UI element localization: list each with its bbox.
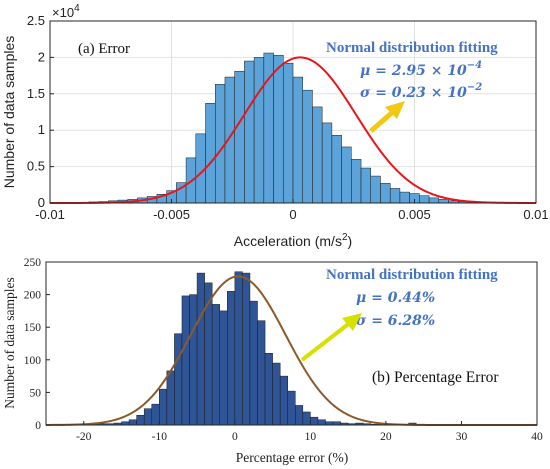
x-tick-label: 40 [531, 431, 543, 443]
histogram-bar [273, 54, 284, 204]
y-tick-label: 0.5 [27, 159, 45, 174]
histogram-bar [174, 333, 183, 426]
panel-b-mu: μ = 0.44% [356, 290, 435, 306]
histogram-bar [351, 159, 362, 204]
histogram-bar [224, 76, 235, 204]
x-tick-label: 10 [305, 431, 317, 443]
histogram-bar [279, 375, 288, 426]
histogram-bar [399, 191, 410, 204]
histogram-bar [234, 271, 243, 426]
y-tick-label: 2.5 [27, 13, 45, 28]
panel-a-label: (a) Error [78, 41, 130, 57]
panel-b-x-ticks: -20 -10 0 10 20 30 40 [76, 421, 543, 443]
histogram-bar [219, 310, 228, 426]
histogram-bar [428, 197, 440, 204]
histogram-bar [242, 272, 251, 426]
x-tick-label: 0 [289, 207, 296, 222]
panel-b-label: (b) Percentage Error [372, 369, 499, 386]
histogram-bar [249, 300, 258, 426]
y-tick-label: 2 [38, 49, 45, 64]
y-tick-label: 250 [24, 257, 42, 269]
histogram-bar [143, 408, 153, 426]
histogram-bar [244, 60, 255, 204]
panel-b-x-axis-label: Percentage error (%) [236, 450, 348, 465]
panel-b-y-ticks: 0 50 100 150 200 250 [24, 257, 50, 432]
x-tick-label: -10 [152, 431, 168, 443]
histogram-bar [380, 183, 391, 204]
histogram-bar [166, 370, 175, 426]
histogram-bar [264, 353, 273, 426]
histogram-bar [341, 146, 352, 204]
panel-a-y-axis-label: Number of data samples [1, 36, 17, 189]
y-tick-label: 1 [38, 122, 45, 137]
histogram-bar [321, 122, 333, 204]
histogram-bar [310, 416, 319, 426]
panel-a-x-axis-label: Acceleration (m/s2) [234, 232, 352, 249]
panel-b-y-axis-label: Number of data samples [2, 277, 17, 409]
panel-a-y-ticks: 0 0.5 1 1.5 2 2.5 [27, 13, 54, 210]
histogram-bar [302, 89, 313, 204]
histogram-bar [128, 419, 137, 426]
histogram-bar [331, 135, 342, 204]
panel-a-fit-curve [50, 56, 536, 204]
histogram-bar [370, 175, 381, 204]
histogram-bar [136, 414, 145, 426]
histogram-bar [292, 76, 303, 204]
histogram-bar [234, 70, 245, 204]
panel-b-arrow [300, 313, 362, 362]
panel-a-mu: μ = 2.95 × 10−4 [360, 60, 482, 79]
panel-b-plot-border [45, 261, 538, 426]
histogram-bar [389, 188, 401, 204]
x-tick-label: -20 [76, 431, 92, 443]
histogram-bar [211, 304, 220, 426]
histogram-bar [189, 294, 198, 426]
histogram-bar [205, 103, 216, 204]
histogram-bar [253, 57, 265, 204]
panel-a-x-ticks: -0.01 -0.005 0 0.005 0.01 [35, 199, 549, 222]
panel-b-chart: -20 -10 0 10 20 30 40 0 50 100 150 200 250 Percenta… [2, 257, 543, 465]
panel-a-fit-title: Normal distribution fitting [326, 40, 498, 56]
y-tick-label: 150 [24, 322, 42, 334]
histogram-bar [419, 195, 430, 204]
histogram-bar [214, 84, 226, 204]
panel-a-sigma: σ = 0.23 × 10−2 [360, 82, 482, 101]
x-tick-label: 0.01 [523, 207, 548, 222]
histogram-bar [283, 62, 294, 204]
histogram-bar [159, 388, 168, 426]
panel-b-sigma: σ = 6.28% [356, 313, 435, 329]
histogram-bar [317, 419, 326, 426]
histogram-bar [151, 403, 160, 426]
y-tick-label: 0 [38, 195, 45, 210]
y-tick-label: 0 [35, 420, 41, 432]
x-tick-label: 0 [232, 431, 238, 443]
histogram-bar [196, 272, 205, 426]
panel-a-bars [69, 52, 508, 204]
panel-b-fit-title: Normal distribution fitting [326, 267, 498, 283]
y-tick-label: 50 [30, 387, 42, 399]
histogram-bar [272, 362, 281, 426]
histogram-bar [360, 167, 372, 204]
x-tick-label: 0.005 [398, 207, 431, 222]
histogram-bar [295, 405, 304, 426]
histogram-bar [438, 199, 449, 204]
y-tick-label: 200 [24, 290, 42, 302]
histogram-bar [257, 320, 266, 426]
histogram-bar [227, 291, 236, 426]
x-tick-label: 20 [380, 431, 392, 443]
y-tick-label: 1.5 [27, 86, 45, 101]
panel-a-exponent: ×104 [52, 3, 80, 20]
panel-a-arrow [369, 101, 405, 133]
histogram-bar [312, 106, 323, 204]
panel-a-chart: -0.01 -0.005 0 0.005 0.01 00.511.522.5 ×104 … [1, 3, 549, 249]
histogram-bar [181, 295, 190, 426]
x-tick-label: 30 [456, 431, 468, 443]
x-tick-label: -0.005 [153, 207, 190, 222]
histogram-bar [302, 411, 311, 426]
histogram-bar [287, 390, 296, 426]
x-tick-label: -0.01 [35, 207, 65, 222]
y-tick-label: 100 [24, 355, 42, 367]
